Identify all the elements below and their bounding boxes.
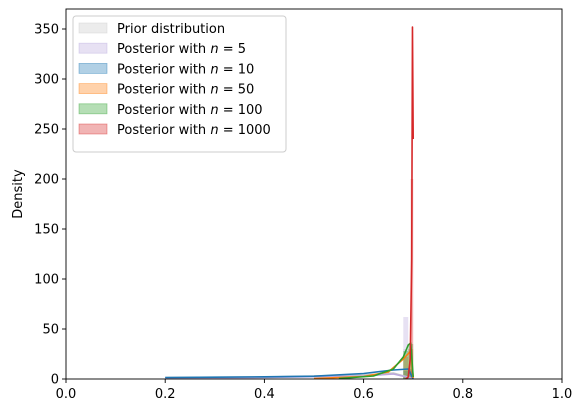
- histogram-bar-series-3: [403, 357, 409, 379]
- density-curve-layer: [165, 26, 414, 379]
- legend-label: Posterior with n = 5: [117, 42, 246, 57]
- legend-label-text: Posterior with: [117, 103, 210, 118]
- histogram-bar-series-4: [403, 351, 409, 379]
- x-tick-label: 0.0: [56, 387, 77, 402]
- y-tick-label: 350: [34, 23, 59, 38]
- legend-label: Prior distribution: [117, 22, 225, 37]
- density-curve-series-2: [165, 368, 414, 379]
- legend-label: Posterior with n = 50: [117, 83, 254, 98]
- legend-label-text: Posterior with: [117, 62, 210, 77]
- legend-label-equals: =: [219, 42, 238, 57]
- legend-label-n: n: [210, 42, 218, 57]
- legend-label-n: n: [210, 103, 218, 118]
- legend-label-equals: =: [219, 103, 238, 118]
- x-tick-label: 0.8: [452, 387, 473, 402]
- histogram-bar-series-1: [403, 317, 409, 379]
- legend-label-value: 1000: [238, 123, 271, 138]
- y-tick-label: 150: [34, 223, 59, 238]
- density-curve-series-5: [405, 26, 414, 379]
- legend-label: Posterior with n = 1000: [117, 123, 271, 138]
- x-tick-label: 0.2: [155, 387, 176, 402]
- legend-label-text: Posterior with: [117, 83, 210, 98]
- legend-label-n: n: [210, 83, 218, 98]
- legend-frame: [72, 15, 287, 153]
- histogram-bar-series-0: [403, 349, 409, 379]
- legend-label-n: n: [210, 123, 218, 138]
- y-tick-label: 250: [34, 123, 59, 138]
- legend-label-value: 100: [238, 103, 263, 118]
- legend-label-equals: =: [219, 62, 238, 77]
- y-axis-ticks: 0 50 100 150 200 250 300 350: [34, 23, 66, 388]
- legend-label-equals: =: [219, 123, 238, 138]
- legend-label-value: 5: [238, 42, 246, 57]
- legend-label-equals: =: [219, 83, 238, 98]
- y-axis-label: Density: [11, 169, 26, 219]
- y-tick-label: 300: [34, 73, 59, 88]
- legend-label-text: Posterior with: [117, 42, 210, 57]
- legend-label: Posterior with n = 100: [117, 103, 263, 118]
- legend-swatch: [78, 123, 108, 135]
- x-tick-label: 1.0: [552, 387, 573, 402]
- legend-swatch: [78, 83, 108, 94]
- y-tick-label: 50: [42, 323, 59, 338]
- x-tick-label: 0.6: [353, 387, 374, 402]
- histogram-bar-series-2: [403, 371, 409, 379]
- y-tick-label: 200: [34, 173, 59, 188]
- histogram-bar-series-3: [408, 349, 414, 379]
- axes: 0.0 0.2 0.4 0.6 0.8 1.0 0 50 100 150 200 250 300 350…: [11, 8, 573, 402]
- plot-area: [165, 26, 414, 379]
- legend-label-text: Posterior with: [117, 123, 210, 138]
- y-tick-label: 100: [34, 273, 59, 288]
- legend-label-value: 10: [238, 62, 255, 77]
- x-axis-ticks: 0.0 0.2 0.4 0.6 0.8 1.0: [56, 379, 573, 402]
- legend-label-n: n: [210, 62, 218, 77]
- legend-swatch: [78, 22, 108, 34]
- legend-swatch: [78, 103, 108, 115]
- legend-label: Posterior with n = 10: [117, 62, 254, 77]
- legend-label-text: Prior distribution: [117, 22, 225, 37]
- y-tick-label: 0: [51, 373, 59, 388]
- legend-swatch: [78, 42, 108, 54]
- plot-frame: [65, 8, 563, 380]
- legend-label-value: 50: [238, 83, 255, 98]
- x-tick-label: 0.4: [254, 387, 275, 402]
- legend-swatch: [78, 63, 108, 74]
